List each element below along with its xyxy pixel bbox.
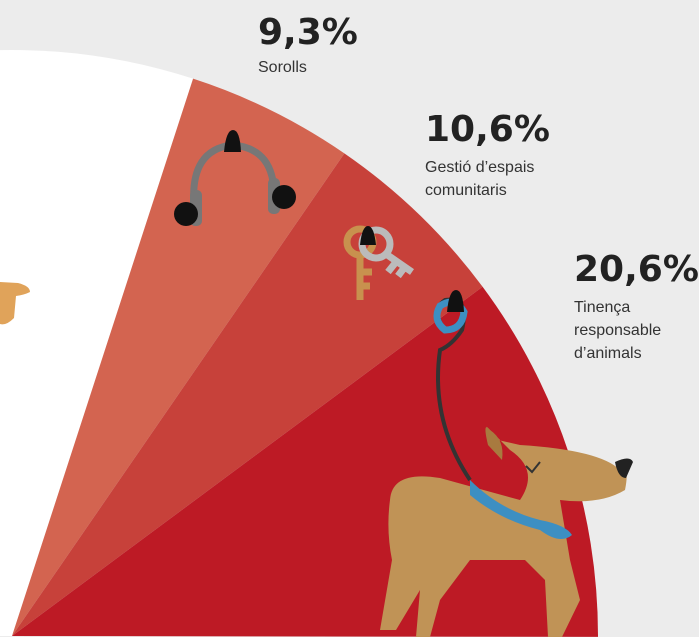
infographic: 9,3% Sorolls 10,6% Gestió d’espais comun… [0,0,699,637]
value-label: 9,3% [258,13,358,53]
label-group: 9,3% Sorolls [258,13,358,79]
value-label: 10,6% [425,110,565,150]
category-label: Tinença responsable d’animals [574,296,684,365]
label-group: 10,6% Gestió d’espais comunitaris [425,110,565,202]
label-group: 20,6% Tinença responsable d’animals [574,250,684,365]
category-label: Sorolls [258,56,358,79]
category-label: Gestió d’espais comunitaris [425,156,565,202]
value-label: 20,6% [574,250,684,290]
